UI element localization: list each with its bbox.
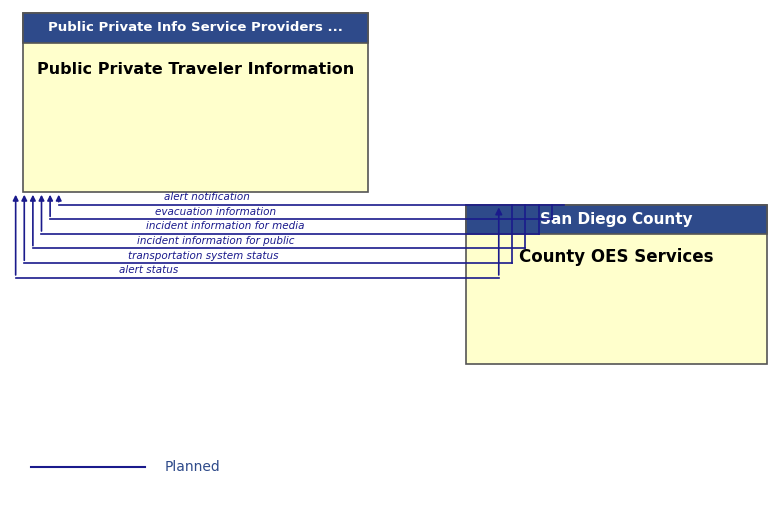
Text: alert status: alert status [119, 265, 179, 275]
Text: incident information for media: incident information for media [146, 221, 304, 231]
Bar [23, 13, 368, 192]
Text: Public Private Info Service Providers ...: Public Private Info Service Providers ..… [49, 21, 343, 34]
Text: Planned: Planned [164, 460, 220, 474]
Text: incident information for public: incident information for public [137, 236, 294, 246]
Text: alert notification: alert notification [164, 192, 251, 202]
Text: transportation system status: transportation system status [128, 250, 278, 261]
Bar [23, 13, 368, 43]
Bar [466, 205, 767, 364]
Bar [466, 205, 767, 234]
Text: Public Private Traveler Information: Public Private Traveler Information [37, 62, 355, 77]
Text: evacuation information: evacuation information [155, 207, 276, 217]
Text: San Diego County: San Diego County [540, 212, 693, 227]
Text: County OES Services: County OES Services [519, 248, 714, 266]
